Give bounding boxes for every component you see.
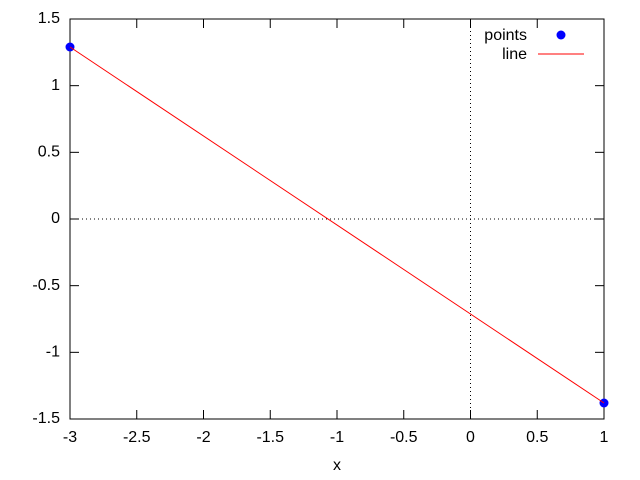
legend-marker [556, 30, 566, 40]
x-axis-label: x [333, 457, 341, 474]
legend-label: line [502, 46, 527, 63]
x-tick-label: -2.5 [123, 429, 151, 446]
series-line [69, 46, 605, 404]
y-tick-label: -1 [46, 344, 60, 361]
x-tick-label: -2 [196, 429, 210, 446]
x-tick-label: 1 [600, 429, 609, 446]
legend-label: points [484, 27, 527, 44]
plot-border [69, 18, 605, 420]
y-tick-label: 0.5 [38, 144, 60, 161]
x-tick-label: -1 [330, 429, 344, 446]
y-tick-label: 1.5 [38, 10, 60, 27]
x-tick-label: 0 [466, 429, 475, 446]
x-tick-label: -3 [63, 429, 77, 446]
x-tick-label: 0.5 [526, 429, 548, 446]
y-tick-label: -1.5 [32, 410, 60, 427]
y-tick-label: -0.5 [32, 277, 60, 294]
x-tick-label: -1.5 [256, 429, 284, 446]
y-tick-label: 0 [51, 210, 60, 227]
x-tick-label: -0.5 [390, 429, 418, 446]
y-tick-label: 1 [51, 77, 60, 94]
